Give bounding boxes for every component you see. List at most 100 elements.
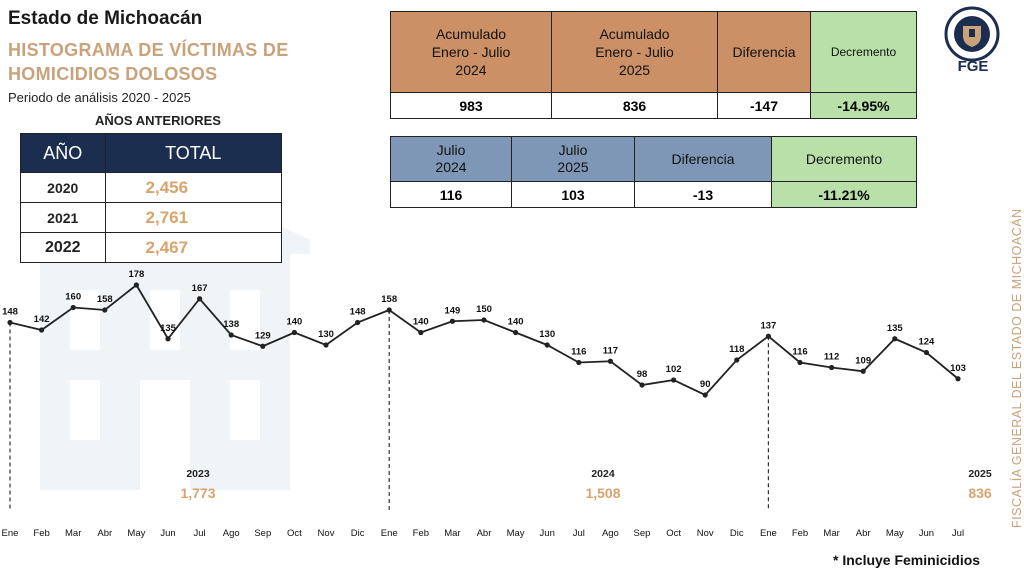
- x-tick-label: Jul: [573, 528, 585, 539]
- x-tick-label: Feb: [792, 528, 808, 539]
- data-point: [702, 392, 708, 398]
- data-point: [418, 329, 424, 336]
- jul-header-2024: Julio 2024: [390, 136, 512, 182]
- data-point: [165, 336, 171, 342]
- data-label: 129: [255, 330, 271, 341]
- previous-years-label: AÑOS ANTERIORES: [95, 113, 221, 128]
- data-label: 117: [603, 345, 618, 356]
- year-annotation-total: 836: [968, 485, 992, 501]
- cum-value-decrement: -14.95%: [810, 92, 917, 119]
- x-tick-label: Ene: [2, 528, 19, 539]
- data-label: 98: [637, 369, 648, 380]
- data-label: 137: [760, 320, 776, 331]
- x-tick-label: Feb: [413, 528, 429, 539]
- july-comparison-table: Julio 2024 Julio 2025 Diferencia Decrement…: [390, 136, 917, 208]
- data-label: 124: [918, 337, 935, 348]
- jul-value-decrement: -11.21%: [771, 181, 917, 208]
- x-tick-label: Abr: [477, 528, 492, 539]
- x-tick-label: Dic: [351, 528, 365, 539]
- data-point: [923, 349, 930, 356]
- x-tick-label: Feb: [33, 528, 49, 539]
- year-cell: 2021: [20, 202, 106, 233]
- data-label: 112: [824, 352, 839, 363]
- data-point: [133, 282, 139, 288]
- cum-header-diff: Diferencia: [717, 11, 811, 93]
- year-annotation-label: 2025: [968, 468, 992, 480]
- data-label: 140: [508, 317, 524, 328]
- table-row: 2022 2,467: [20, 232, 283, 263]
- data-point: [291, 329, 297, 336]
- data-point: [607, 358, 614, 364]
- data-point: [386, 307, 392, 313]
- jul-header-diff: Diferencia: [634, 136, 772, 182]
- fge-seal-logo: [944, 6, 1000, 62]
- x-tick-label: May: [127, 528, 145, 539]
- data-label: 109: [855, 355, 871, 366]
- x-tick-label: Ago: [602, 528, 619, 539]
- x-tick-label: Jun: [540, 528, 555, 539]
- data-label: 135: [887, 323, 904, 334]
- jul-value-2025: 103: [511, 181, 635, 208]
- data-point: [260, 343, 266, 349]
- year-annotation-label: 2023: [186, 468, 210, 480]
- data-point: [797, 359, 803, 366]
- x-tick-label: Mar: [65, 528, 81, 539]
- x-tick-label: Abr: [97, 528, 112, 539]
- cum-value-diff: -147: [717, 92, 811, 119]
- table-row: 2020 2,456: [20, 172, 283, 203]
- x-tick-label: Ene: [760, 528, 777, 539]
- cum-value-2025: 836: [551, 92, 718, 119]
- year-annotation-label: 2024: [591, 468, 615, 480]
- data-point: [355, 319, 361, 326]
- x-tick-label: Ene: [381, 528, 398, 539]
- data-point: [765, 333, 772, 339]
- x-tick-label: Sep: [254, 528, 271, 539]
- data-point: [323, 342, 329, 348]
- vertical-institution-text: FISCALÍA GENERAL DEL ESTADO DE MICHOACÁN: [1010, 208, 1024, 528]
- x-tick-label: Ago: [223, 528, 240, 539]
- year-cell: 2022: [20, 232, 106, 263]
- x-tick-label: Jul: [194, 528, 206, 539]
- jul-value-diff: -13: [634, 181, 772, 208]
- year-header: AÑO: [20, 133, 106, 173]
- data-label: 160: [65, 292, 81, 303]
- x-tick-label: Sep: [634, 528, 651, 539]
- data-label: 140: [286, 317, 302, 328]
- data-label: 140: [413, 317, 429, 328]
- data-point: [449, 318, 455, 324]
- data-label: 102: [666, 364, 682, 375]
- series-line: [9, 283, 959, 397]
- cum-header-decrement: Decremento: [810, 11, 917, 93]
- data-label: 149: [444, 305, 460, 316]
- total-cell: 2,456: [104, 172, 283, 203]
- data-point: [481, 317, 487, 323]
- x-tick-label: Mar: [444, 528, 460, 539]
- data-label: 158: [381, 294, 397, 305]
- data-point: [228, 332, 234, 338]
- jul-header-decrement: Decremento: [771, 136, 917, 182]
- data-point: [734, 357, 740, 363]
- data-label: 158: [97, 294, 113, 305]
- data-point: [102, 307, 108, 313]
- data-point: [544, 342, 550, 348]
- cum-header-2024: Acumulado Enero - Julio 2024: [390, 11, 552, 93]
- data-label: 142: [34, 314, 50, 325]
- year-cell: 2020: [20, 172, 106, 203]
- data-label: 148: [2, 307, 18, 318]
- x-tick-label: Oct: [666, 528, 681, 539]
- data-point: [7, 319, 13, 326]
- data-label: 138: [223, 319, 239, 330]
- homicide-line-chart: 148 142 160 158 178 135 167 138 129 140 130 148 158 1…: [2, 270, 992, 539]
- data-point: [576, 359, 582, 366]
- fge-logo-text: FGE: [957, 58, 989, 75]
- data-label: 130: [539, 329, 555, 340]
- total-cell: 2,467: [104, 232, 283, 263]
- total-cell: 2,761: [104, 202, 283, 233]
- data-point: [892, 336, 898, 342]
- data-label: 130: [318, 329, 334, 340]
- x-tick-label: Jun: [919, 528, 934, 539]
- table-row: 2021 2,761: [20, 202, 283, 233]
- footnote: * Incluye Feminicidios: [833, 552, 981, 568]
- cum-header-2025: Acumulado Enero - Julio 2025: [551, 11, 718, 93]
- x-tick-label: Jun: [160, 528, 175, 539]
